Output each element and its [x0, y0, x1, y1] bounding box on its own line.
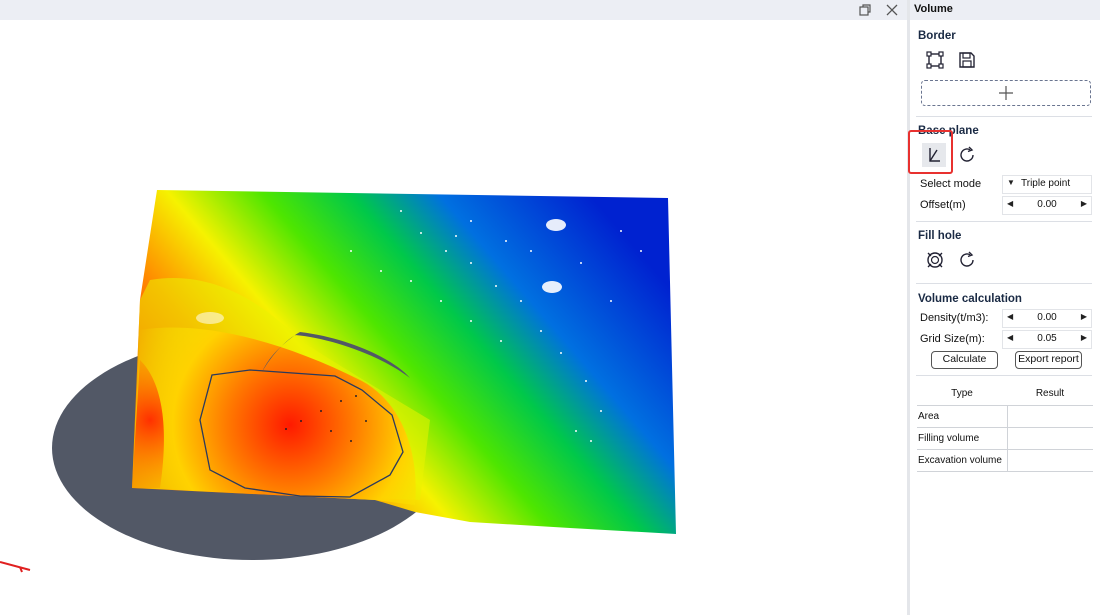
- border-section-title: Border: [918, 30, 956, 42]
- decrement-icon[interactable]: ◀: [1007, 333, 1014, 342]
- export-report-button[interactable]: Export report: [1015, 351, 1082, 369]
- border-polygon: [199, 369, 404, 498]
- calculate-button[interactable]: Calculate: [931, 351, 998, 369]
- border-rect-icon[interactable]: [923, 48, 947, 72]
- offset-stepper[interactable]: ◀ 0.00 ▶: [1002, 196, 1092, 215]
- table-row: Area: [917, 405, 1093, 428]
- row-result: [1006, 449, 1093, 472]
- close-icon[interactable]: [883, 1, 901, 19]
- panel-header: Volume: [910, 0, 1100, 20]
- row-type: Filling volume: [917, 427, 1007, 450]
- density-label: Density(t/m3):: [920, 312, 989, 324]
- results-table: Type Result Area Filling volume Excavati…: [917, 381, 1093, 472]
- row-type: Area: [917, 405, 1007, 428]
- pick-plane-icon[interactable]: [922, 143, 946, 167]
- plus-icon: [999, 86, 1013, 100]
- point-cloud-scene: [0, 190, 676, 573]
- decrement-icon[interactable]: ◀: [1007, 199, 1014, 208]
- column-header-result: Result: [1007, 381, 1093, 406]
- reset-icon[interactable]: [955, 248, 979, 272]
- row-type: Excavation volume: [917, 449, 1007, 472]
- divider: [916, 283, 1092, 284]
- row-result: [1006, 427, 1093, 450]
- grid-size-label: Grid Size(m):: [920, 333, 985, 345]
- table-row: Filling volume: [917, 427, 1093, 450]
- save-icon[interactable]: [955, 48, 979, 72]
- increment-icon[interactable]: ▶: [1080, 199, 1087, 208]
- highlight-box: [908, 130, 953, 174]
- increment-icon[interactable]: ▶: [1080, 333, 1087, 342]
- divider: [916, 375, 1092, 376]
- restore-icon[interactable]: [856, 1, 874, 19]
- fill-hole-section-title: Fill hole: [918, 230, 962, 242]
- offset-label: Offset(m): [920, 199, 966, 211]
- fill-hole-icon[interactable]: [923, 248, 947, 272]
- panel-splitter[interactable]: [907, 0, 910, 615]
- select-mode-dropdown[interactable]: ▼ Triple point: [1002, 175, 1092, 194]
- axis-marker: [0, 561, 31, 573]
- reset-icon[interactable]: [955, 143, 979, 167]
- increment-icon[interactable]: ▶: [1080, 312, 1087, 321]
- table-header-row: Type Result: [917, 381, 1093, 406]
- divider: [916, 221, 1092, 222]
- table-row: Excavation volume: [917, 449, 1093, 472]
- viewport-titlebar: [0, 0, 907, 20]
- grid-size-stepper[interactable]: ◀ 0.05 ▶: [1002, 330, 1092, 349]
- 3d-viewport[interactable]: [0, 0, 907, 615]
- add-border-button[interactable]: [921, 80, 1091, 106]
- volume-panel: Volume Border Base plane Select mode ▼ T…: [908, 0, 1100, 615]
- row-result: [1006, 405, 1093, 428]
- divider: [916, 116, 1092, 117]
- column-header-type: Type: [917, 381, 1007, 406]
- select-mode-label: Select mode: [920, 178, 982, 190]
- density-stepper[interactable]: ◀ 0.00 ▶: [1002, 309, 1092, 328]
- decrement-icon[interactable]: ◀: [1007, 312, 1014, 321]
- volume-calc-section-title: Volume calculation: [918, 293, 1022, 305]
- panel-title: Volume: [914, 3, 953, 15]
- chevron-down-icon: ▼: [1007, 178, 1015, 187]
